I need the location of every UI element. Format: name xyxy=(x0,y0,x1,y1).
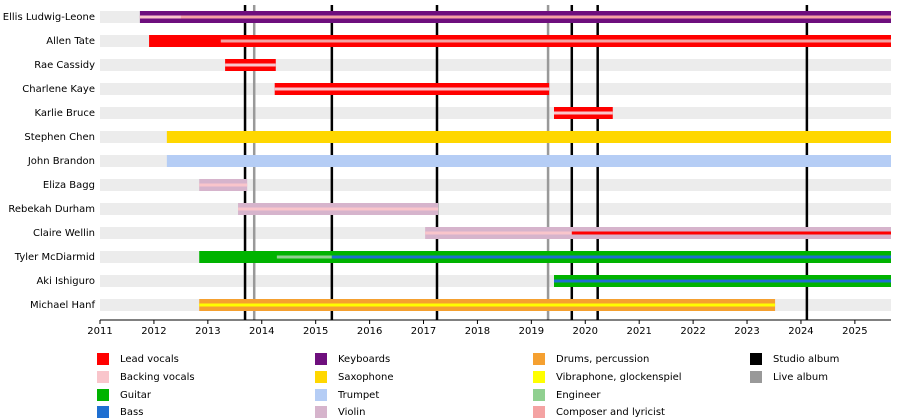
x-tick-label: 2012 xyxy=(141,326,166,337)
legend-label: Keyboards xyxy=(338,354,390,365)
row-background xyxy=(100,203,891,215)
x-tick-label: 2018 xyxy=(465,326,490,337)
member-name: Ellis Ludwig-Leone xyxy=(3,12,95,23)
legend-label: Lead vocals xyxy=(120,354,179,365)
member-name: Karlie Bruce xyxy=(35,108,95,119)
role-stripe xyxy=(554,111,613,115)
legend-label: Backing vocals xyxy=(120,372,195,383)
row-background xyxy=(100,179,891,191)
legend-label: Saxophone xyxy=(338,372,394,383)
member-name: Claire Wellin xyxy=(33,228,95,239)
member-name: John Brandon xyxy=(27,156,95,167)
x-tick-label: 2022 xyxy=(680,326,705,337)
legend-swatch xyxy=(750,353,762,365)
member-name: Allen Tate xyxy=(46,36,95,47)
role-stripe xyxy=(554,279,891,283)
role-stripe xyxy=(571,231,891,235)
x-tick-label: 2024 xyxy=(788,326,813,337)
x-tick-label: 2017 xyxy=(411,326,436,337)
member-name: Stephen Chen xyxy=(24,132,95,143)
member-name: Tyler McDiarmid xyxy=(14,252,95,263)
role-stripe xyxy=(199,183,248,187)
legend-label: Trumpet xyxy=(337,390,379,401)
x-tick-label: 2011 xyxy=(87,326,112,337)
legend-swatch xyxy=(97,406,109,418)
legend-label: Guitar xyxy=(120,390,152,401)
role-stripe xyxy=(274,87,550,91)
role-stripe xyxy=(238,207,439,211)
x-tick-label: 2021 xyxy=(626,326,651,337)
legend-label: Bass xyxy=(120,407,143,418)
x-tick-label: 2014 xyxy=(249,326,274,337)
x-tick-label: 2019 xyxy=(519,326,544,337)
role-stripe xyxy=(331,255,891,259)
row-background xyxy=(100,107,891,119)
legend-label: Composer and lyricist xyxy=(556,407,665,418)
legend-label: Vibraphone, glockenspiel xyxy=(556,372,682,383)
legend-swatch xyxy=(97,389,109,401)
legend-swatch xyxy=(315,389,327,401)
legend-swatch xyxy=(533,406,545,418)
x-tick-label: 2023 xyxy=(734,326,759,337)
x-tick-label: 2013 xyxy=(195,326,220,337)
member-name: Charlene Kaye xyxy=(22,84,95,95)
legend-swatch xyxy=(315,353,327,365)
role-stripe xyxy=(139,15,891,19)
role-stripe xyxy=(139,15,181,19)
legend-swatch xyxy=(533,389,545,401)
member-name: Eliza Bagg xyxy=(43,180,95,191)
legend-label: Violin xyxy=(338,407,365,418)
legend-label: Live album xyxy=(773,372,828,383)
x-tick-label: 2016 xyxy=(357,326,382,337)
legend-swatch xyxy=(97,353,109,365)
member-name: Michael Hanf xyxy=(30,300,95,311)
member-name: Rae Cassidy xyxy=(34,60,95,71)
legend-swatch xyxy=(750,371,762,383)
role-stripe xyxy=(199,303,776,307)
x-tick-label: 2025 xyxy=(842,326,867,337)
member-bar xyxy=(166,155,892,167)
legend-label: Studio album xyxy=(773,354,839,365)
role-stripe xyxy=(425,231,572,235)
x-tick-label: 2015 xyxy=(303,326,328,337)
legend-swatch xyxy=(533,353,545,365)
legend-label: Engineer xyxy=(556,390,601,401)
role-stripe xyxy=(225,63,276,67)
legend-swatch xyxy=(315,371,327,383)
member-bar xyxy=(166,131,892,143)
legend-swatch xyxy=(533,371,545,383)
role-stripe xyxy=(276,255,332,259)
legend-swatch xyxy=(315,406,327,418)
row-background xyxy=(100,59,891,71)
legend-swatch xyxy=(97,371,109,383)
role-stripe xyxy=(220,39,892,43)
member-name: Aki Ishiguro xyxy=(36,276,95,287)
x-tick-label: 2020 xyxy=(573,326,598,337)
legend-label: Drums, percussion xyxy=(556,354,649,365)
member-name: Rebekah Durham xyxy=(8,204,95,215)
